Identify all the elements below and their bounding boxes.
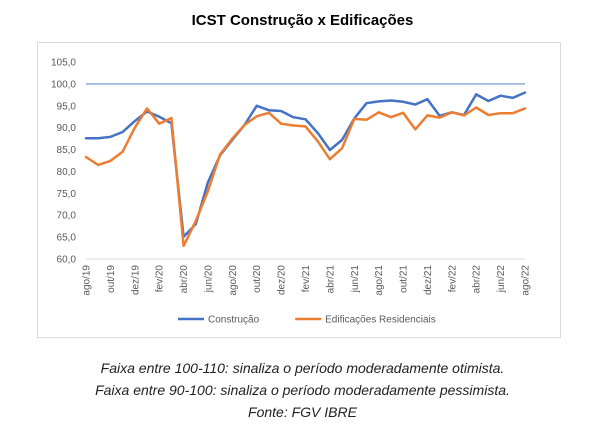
x-tick-label: fev/21 [301, 265, 312, 293]
x-tick-label: out/19 [106, 265, 117, 293]
x-tick-label: dez/21 [423, 265, 434, 295]
line-chart: 60,0 65,0 70,0 75,0 80,0 85,0 90,0 95,0 100,0 105… [51, 58, 532, 326]
x-tick-label: out/20 [252, 265, 263, 293]
y-tick-label: 75,0 [57, 189, 77, 200]
y-tick-label: 100,0 [51, 79, 76, 90]
series-line-2 [84, 106, 527, 248]
x-tick-label: jun/21 [350, 265, 361, 294]
y-tick-label: 85,0 [57, 145, 77, 156]
x-tick-label: dez/19 [130, 265, 141, 295]
x-tick-label: jun/22 [496, 265, 507, 294]
y-tick-label: 105,0 [51, 58, 76, 69]
y-tick-label: 65,0 [57, 233, 77, 244]
x-tick-label: fev/20 [155, 265, 166, 293]
note-optimistic: Faixa entre 100-110: sinaliza o período … [100, 360, 505, 376]
x-tick-label: jun/20 [203, 265, 214, 294]
x-tick-label: abr/22 [472, 265, 483, 294]
note-pessimistic: Faixa entre 90-100: sinaliza o período m… [95, 382, 510, 398]
x-tick-label: ago/22 [521, 265, 532, 296]
y-tick-label: 70,0 [57, 211, 77, 222]
x-tick-label: out/21 [399, 265, 410, 293]
x-tick-label: fev/22 [447, 265, 458, 293]
y-tick-label: 60,0 [57, 255, 77, 266]
chart-area: 60,0 65,0 70,0 75,0 80,0 85,0 90,0 95,0 100,0 105… [37, 42, 561, 338]
chart-title: ICST Construção x Edificações [191, 12, 414, 29]
source-note: Fonte: FGV IBRE [248, 404, 357, 420]
legend-label-2: Edificações Residenciais [325, 315, 436, 326]
x-tick-label: dez/20 [277, 265, 288, 295]
x-tick-label: ago/21 [374, 265, 385, 296]
legend-label-1: Construção [208, 315, 260, 326]
x-tick-label: abr/21 [325, 265, 336, 294]
chart-notes: Faixa entre 100-110: sinaliza o período … [0, 357, 605, 423]
x-tick-label: ago/20 [228, 265, 239, 296]
y-tick-label: 90,0 [57, 123, 77, 134]
x-tick-label: abr/20 [179, 265, 190, 294]
y-tick-label: 80,0 [57, 167, 77, 178]
y-tick-label: 95,0 [57, 101, 77, 112]
x-tick-label: ago/19 [82, 265, 93, 296]
